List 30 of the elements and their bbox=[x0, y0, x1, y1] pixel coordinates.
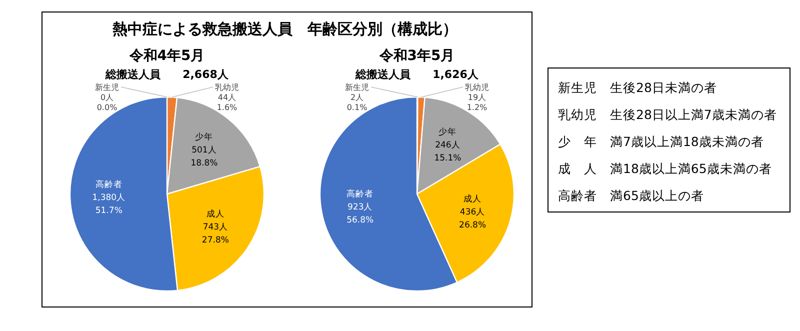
text: 総搬送人員 2,668人 bbox=[104, 68, 230, 81]
slice-label: 少年 bbox=[438, 126, 457, 138]
text: 高齢者 満65歳以上の者 bbox=[558, 188, 704, 203]
chart-subtitle: 令和4年5月 bbox=[128, 48, 205, 64]
slice-label: 乳幼児 bbox=[465, 83, 489, 92]
slice-label: 乳幼児 bbox=[215, 83, 239, 92]
data-label: 2人 0.1% bbox=[346, 93, 368, 112]
data-label: 44人 1.6% bbox=[216, 93, 238, 112]
category-label: 新生児 bbox=[95, 83, 119, 92]
text: 総搬送人員 1,626人 bbox=[354, 68, 480, 81]
data-label: 19人 1.2% bbox=[466, 93, 488, 112]
text: 成 人 満18歳以上満65歳未満の者 bbox=[558, 161, 772, 176]
slice-label: 少年 bbox=[195, 131, 214, 142]
text: 少 年 満7歳以上満18歳未満の者 bbox=[558, 134, 764, 149]
data-label: 501人 18.8% bbox=[190, 144, 218, 168]
chart-subtitle: 令和3年5月 bbox=[378, 48, 455, 64]
slice-label: 成人 bbox=[464, 193, 482, 204]
data-label: 246人 15.1% bbox=[434, 140, 462, 164]
slice-label: 高齢者 bbox=[95, 179, 122, 190]
text: 新生児 生後28日未満の者 bbox=[558, 80, 717, 95]
slice-label: 高齢者 bbox=[346, 188, 374, 200]
data-label: 743人 27.8% bbox=[202, 221, 229, 246]
data-label: 436人 26.8% bbox=[459, 206, 486, 230]
slice-label: 成人 bbox=[206, 208, 224, 220]
slice-label: 新生児 bbox=[345, 83, 369, 92]
data-label: 923人 56.8% bbox=[346, 201, 374, 226]
text: 0人 0.0% bbox=[96, 93, 118, 112]
text: 乳幼児 生後28日以上満7歳未満の者 bbox=[558, 107, 777, 122]
data-label: 1,380人 51.7% bbox=[92, 192, 126, 216]
chart-title: 熱中症による救急搬送人員 年齢区分別（構成比） bbox=[112, 20, 458, 38]
